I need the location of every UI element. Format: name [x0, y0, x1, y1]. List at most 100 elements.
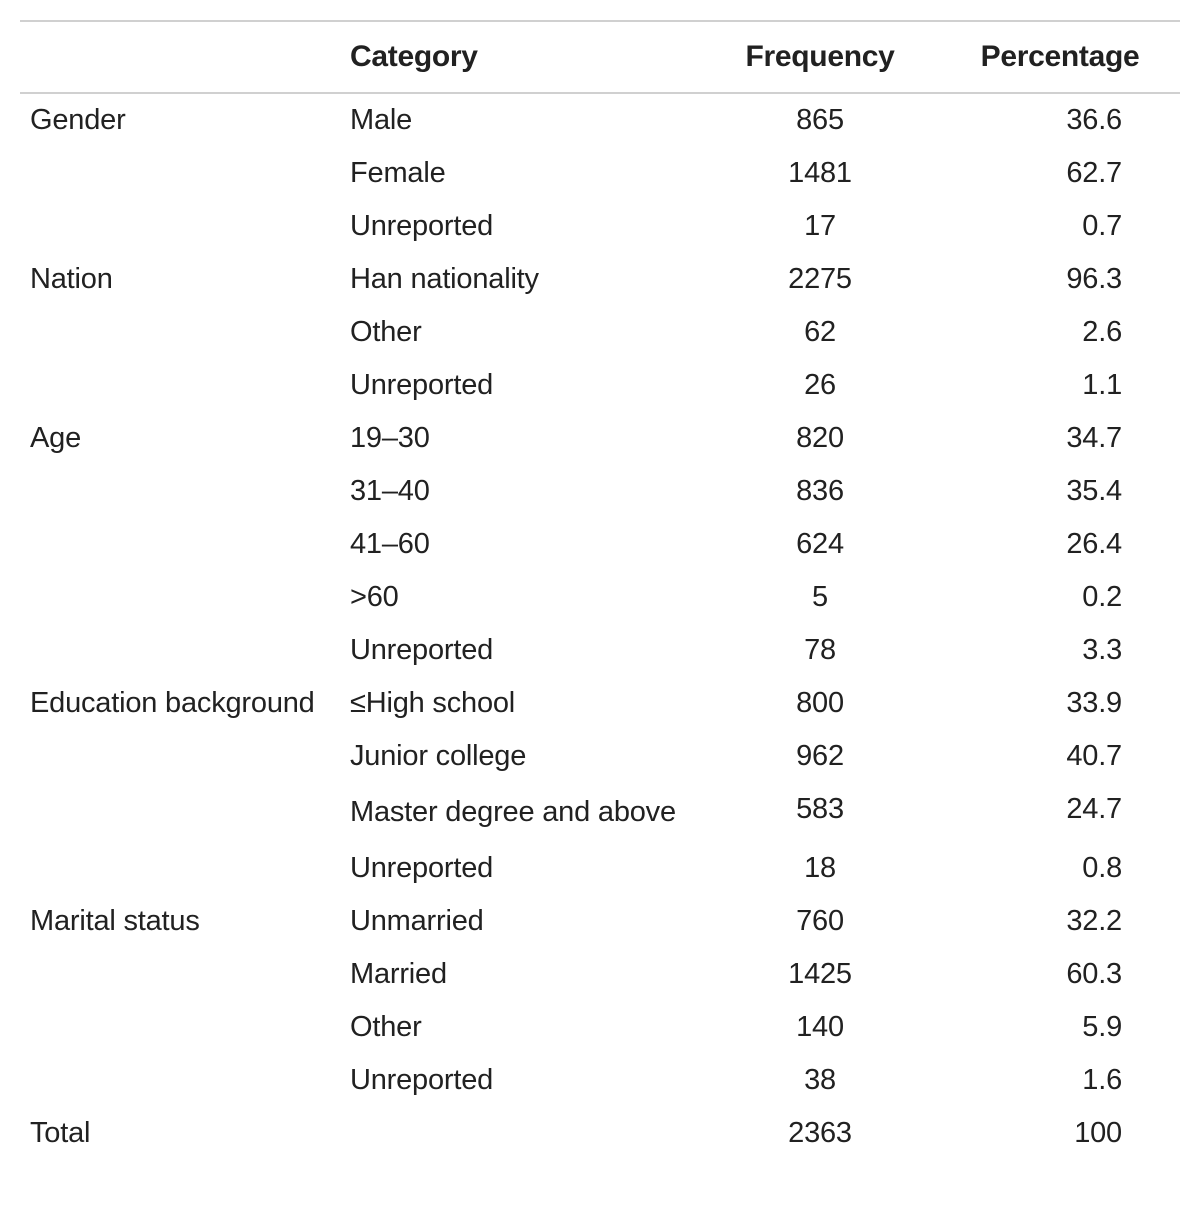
table-row: Female148162.7: [20, 147, 1180, 200]
total-frequency-cell: 2363: [700, 1107, 940, 1160]
table-row: Married142560.3: [20, 948, 1180, 1001]
percentage-cell: 35.4: [940, 465, 1180, 518]
table-row: NationHan nationality227596.3: [20, 253, 1180, 306]
variable-cell: [20, 306, 340, 359]
category-cell: >60: [340, 571, 700, 624]
category-cell: Married: [340, 948, 700, 1001]
frequency-cell: 836: [700, 465, 940, 518]
percentage-cell: 60.3: [940, 948, 1180, 1001]
variable-cell: Age: [20, 412, 340, 465]
frequency-cell: 583: [700, 783, 940, 842]
percentage-cell: 0.8: [940, 842, 1180, 895]
table-row: Age19–3082034.7: [20, 412, 1180, 465]
header-percentage: Percentage: [940, 21, 1180, 93]
category-cell: Female: [340, 147, 700, 200]
variable-cell: [20, 624, 340, 677]
category-cell: Unreported: [340, 1054, 700, 1107]
percentage-cell: 32.2: [940, 895, 1180, 948]
frequency-cell: 820: [700, 412, 940, 465]
frequency-cell: 26: [700, 359, 940, 412]
header-category: Category: [340, 21, 700, 93]
table-header: Category Frequency Percentage: [20, 21, 1180, 93]
frequency-cell: 38: [700, 1054, 940, 1107]
variable-cell: [20, 147, 340, 200]
total-row: Total 2363100: [20, 1107, 1180, 1160]
category-cell: Unreported: [340, 842, 700, 895]
frequency-cell: 5: [700, 571, 940, 624]
category-cell: Unreported: [340, 200, 700, 253]
frequency-cell: 140: [700, 1001, 940, 1054]
total-category-cell: [340, 1107, 700, 1160]
header-frequency: Frequency: [700, 21, 940, 93]
table-row: Unreported170.7: [20, 200, 1180, 253]
frequency-cell: 760: [700, 895, 940, 948]
table-row: Unreported783.3: [20, 624, 1180, 677]
category-cell: ≤High school: [340, 677, 700, 730]
category-cell: 41–60: [340, 518, 700, 571]
category-cell: Other: [340, 306, 700, 359]
percentage-cell: 62.7: [940, 147, 1180, 200]
table-row: Unreported180.8: [20, 842, 1180, 895]
variable-cell: [20, 200, 340, 253]
table-row: Marital statusUnmarried76032.2: [20, 895, 1180, 948]
category-cell: Unmarried: [340, 895, 700, 948]
table-row: 31–4083635.4: [20, 465, 1180, 518]
percentage-cell: 1.1: [940, 359, 1180, 412]
table-row: Other1405.9: [20, 1001, 1180, 1054]
frequency-cell: 624: [700, 518, 940, 571]
percentage-cell: 36.6: [940, 93, 1180, 147]
variable-cell: [20, 465, 340, 518]
variable-cell: [20, 571, 340, 624]
category-cell: Master degree and above: [340, 783, 700, 842]
table-row: 41–6062426.4: [20, 518, 1180, 571]
variable-cell: [20, 783, 340, 842]
variable-cell: Marital status: [20, 895, 340, 948]
variable-cell: [20, 730, 340, 783]
variable-cell: [20, 1054, 340, 1107]
category-cell: Male: [340, 93, 700, 147]
percentage-cell: 34.7: [940, 412, 1180, 465]
demographics-table-container: Category Frequency Percentage GenderMale…: [20, 20, 1180, 1160]
table-row: Unreported261.1: [20, 359, 1180, 412]
table-row: GenderMale86536.6: [20, 93, 1180, 147]
demographics-table: Category Frequency Percentage GenderMale…: [20, 20, 1180, 1160]
table-body: GenderMale86536.6Female148162.7Unreporte…: [20, 93, 1180, 1160]
variable-cell: Nation: [20, 253, 340, 306]
table-row: Master degree and above58324.7: [20, 783, 1180, 842]
frequency-cell: 1481: [700, 147, 940, 200]
variable-cell: [20, 842, 340, 895]
frequency-cell: 1425: [700, 948, 940, 1001]
total-variable-cell: Total: [20, 1107, 340, 1160]
percentage-cell: 40.7: [940, 730, 1180, 783]
category-cell: Unreported: [340, 359, 700, 412]
percentage-cell: 0.2: [940, 571, 1180, 624]
table-row: >6050.2: [20, 571, 1180, 624]
percentage-cell: 96.3: [940, 253, 1180, 306]
percentage-cell: 33.9: [940, 677, 1180, 730]
variable-cell: [20, 948, 340, 1001]
variable-cell: [20, 359, 340, 412]
table-row: Junior college96240.7: [20, 730, 1180, 783]
variable-cell: Education background: [20, 677, 340, 730]
category-cell: Junior college: [340, 730, 700, 783]
table-row: Unreported381.6: [20, 1054, 1180, 1107]
frequency-cell: 2275: [700, 253, 940, 306]
frequency-cell: 865: [700, 93, 940, 147]
percentage-cell: 5.9: [940, 1001, 1180, 1054]
frequency-cell: 62: [700, 306, 940, 359]
table-header-row: Category Frequency Percentage: [20, 21, 1180, 93]
percentage-cell: 24.7: [940, 783, 1180, 842]
variable-cell: [20, 1001, 340, 1054]
category-cell: Unreported: [340, 624, 700, 677]
variable-cell: Gender: [20, 93, 340, 147]
percentage-cell: 26.4: [940, 518, 1180, 571]
category-cell: Han nationality: [340, 253, 700, 306]
percentage-cell: 1.6: [940, 1054, 1180, 1107]
total-percentage-cell: 100: [940, 1107, 1180, 1160]
table-row: Other622.6: [20, 306, 1180, 359]
frequency-cell: 18: [700, 842, 940, 895]
percentage-cell: 0.7: [940, 200, 1180, 253]
frequency-cell: 962: [700, 730, 940, 783]
percentage-cell: 2.6: [940, 306, 1180, 359]
category-cell: 31–40: [340, 465, 700, 518]
